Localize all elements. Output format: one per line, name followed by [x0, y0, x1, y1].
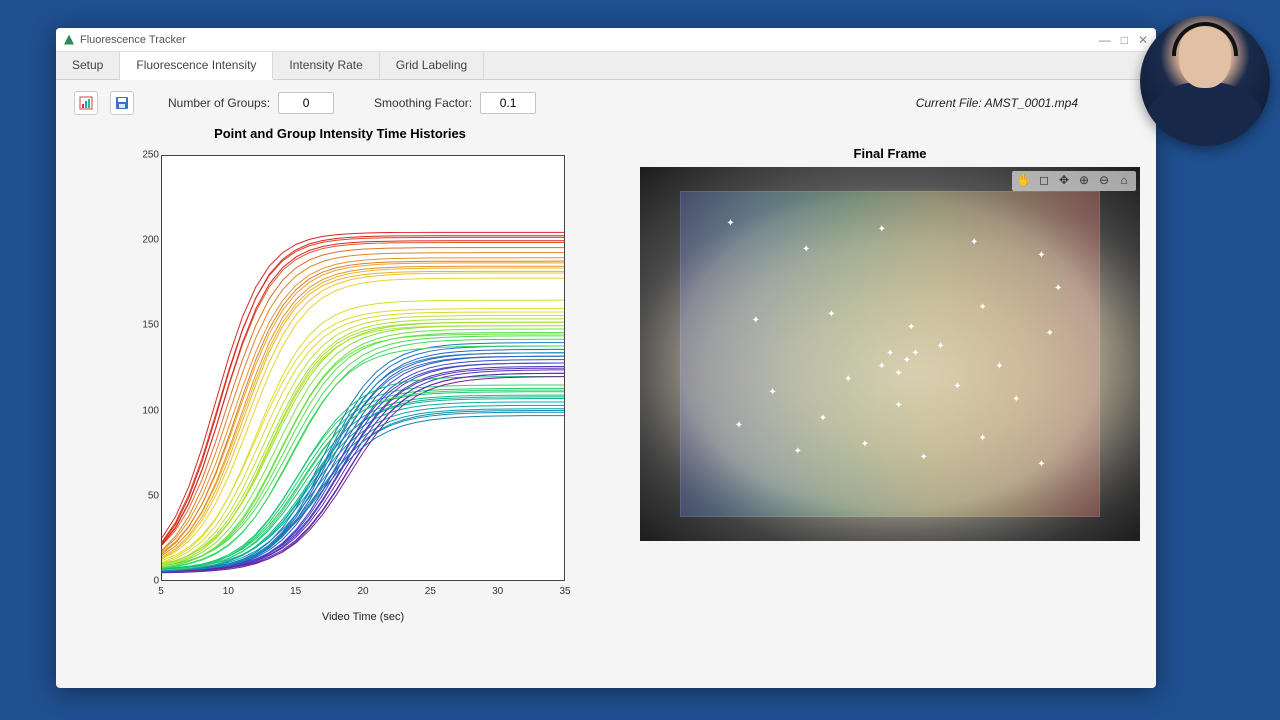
- open-chart-button[interactable]: [74, 91, 98, 115]
- tracking-marker: [970, 239, 978, 247]
- tracking-marker: [752, 317, 760, 325]
- tab-row: Setup Fluorescence Intensity Intensity R…: [56, 52, 1156, 80]
- window-title: Fluorescence Tracker: [80, 34, 186, 46]
- xtick: 5: [158, 586, 164, 597]
- groups-label: Number of Groups:: [168, 96, 270, 110]
- window-controls: — □ ✕: [1099, 33, 1148, 47]
- ytick: 50: [141, 490, 159, 501]
- frame-panel: Final Frame ✋ ◻ ✥ ⊕ ⊖ ⌂: [640, 126, 1140, 664]
- tracking-marker: [920, 454, 928, 462]
- xtick: 15: [290, 586, 301, 597]
- zoom-in-icon[interactable]: ⊕: [1076, 173, 1092, 189]
- chart-xlabel: Video Time (sec): [161, 611, 565, 623]
- groups-input[interactable]: [278, 92, 334, 114]
- tracking-marker: [768, 389, 776, 397]
- intensity-curve: [162, 349, 564, 570]
- close-button[interactable]: ✕: [1138, 33, 1148, 47]
- ytick: 150: [141, 320, 159, 331]
- xtick: 35: [559, 586, 570, 597]
- tracking-marker: [886, 350, 894, 358]
- tracking-marker: [1037, 252, 1045, 260]
- pan-icon[interactable]: ✥: [1056, 173, 1072, 189]
- tab-grid-labeling[interactable]: Grid Labeling: [380, 52, 484, 79]
- smoothing-label: Smoothing Factor:: [374, 96, 472, 110]
- tracking-marker: [894, 402, 902, 410]
- frame-title: Final Frame: [854, 146, 927, 161]
- ytick: 100: [141, 405, 159, 416]
- minimize-button[interactable]: —: [1099, 33, 1111, 47]
- smoothing-input[interactable]: [480, 92, 536, 114]
- tab-setup[interactable]: Setup: [56, 52, 120, 79]
- tracking-marker: [978, 435, 986, 443]
- hand-icon[interactable]: ✋: [1016, 173, 1032, 189]
- zoom-box-icon[interactable]: ◻: [1036, 173, 1052, 189]
- chart-plot-area[interactable]: [161, 155, 565, 581]
- tracking-marker: [1037, 461, 1045, 469]
- zoom-out-icon[interactable]: ⊖: [1096, 173, 1112, 189]
- tracking-marker: [802, 246, 810, 254]
- intensity-curve: [162, 268, 564, 556]
- chart-panel: Point and Group Intensity Time Histories…: [80, 126, 600, 664]
- intensity-curve: [162, 399, 564, 572]
- tracking-marker: [844, 376, 852, 384]
- tracking-marker: [1012, 396, 1020, 404]
- intensity-curve: [162, 416, 564, 571]
- app-icon: [64, 35, 74, 45]
- tracking-marker: [861, 441, 869, 449]
- ytick: 200: [141, 235, 159, 246]
- tracking-marker: [978, 304, 986, 312]
- tracking-marker: [894, 370, 902, 378]
- tracking-marker: [827, 311, 835, 319]
- chart-title: Point and Group Intensity Time Histories: [214, 126, 466, 141]
- tracking-marker: [819, 415, 827, 423]
- intensity-curve: [162, 236, 564, 543]
- tracking-marker: [794, 448, 802, 456]
- home-icon[interactable]: ⌂: [1116, 173, 1132, 189]
- tracking-marker: [911, 350, 919, 358]
- tab-intensity-rate[interactable]: Intensity Rate: [273, 52, 379, 79]
- tracking-marker: [1046, 330, 1054, 338]
- maximize-button[interactable]: □: [1121, 33, 1128, 47]
- intensity-curve: [162, 253, 564, 550]
- title-bar: Fluorescence Tracker — □ ✕: [56, 28, 1156, 52]
- final-frame-image[interactable]: ✋ ◻ ✥ ⊕ ⊖ ⌂: [640, 167, 1140, 541]
- toolbar: Number of Groups: Smoothing Factor: Curr…: [56, 80, 1156, 126]
- tracking-marker: [1054, 285, 1062, 293]
- content-area: Point and Group Intensity Time Histories…: [56, 126, 1156, 688]
- tracking-marker: [936, 343, 944, 351]
- app-window: Fluorescence Tracker — □ ✕ Setup Fluores…: [56, 28, 1156, 688]
- ytick: 250: [141, 150, 159, 161]
- tracking-marker: [726, 220, 734, 228]
- intensity-curve: [162, 278, 564, 559]
- xtick: 30: [492, 586, 503, 597]
- tracking-marker: [878, 226, 886, 234]
- current-file-label: Current File: AMST_0001.mp4: [916, 96, 1138, 110]
- xtick: 20: [357, 586, 368, 597]
- ytick: 0: [141, 576, 159, 587]
- frame-toolbar: ✋ ◻ ✥ ⊕ ⊖ ⌂: [1012, 171, 1136, 191]
- tracking-marker: [907, 324, 915, 332]
- presenter-webcam: [1140, 16, 1270, 146]
- tracking-marker: [903, 357, 911, 365]
- xtick: 10: [223, 586, 234, 597]
- intensity-curve: [162, 329, 564, 568]
- tracking-marker: [953, 383, 961, 391]
- tracking-marker: [735, 422, 743, 430]
- save-button[interactable]: [110, 91, 134, 115]
- tracking-marker: [878, 363, 886, 371]
- tab-fluorescence-intensity[interactable]: Fluorescence Intensity: [120, 52, 273, 80]
- tracking-marker: [995, 363, 1003, 371]
- chart-box: Fluorescence Intensity [ 0 - 255 ] Video…: [105, 145, 575, 625]
- xtick: 25: [425, 586, 436, 597]
